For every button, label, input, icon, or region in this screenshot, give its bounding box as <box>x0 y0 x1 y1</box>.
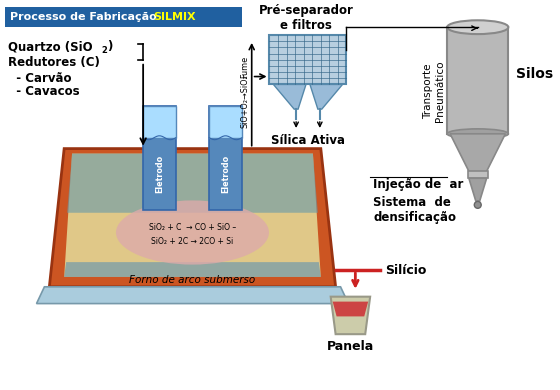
Text: 2: 2 <box>102 46 108 55</box>
Text: SiO+O₂→SiO₂: SiO+O₂→SiO₂ <box>240 74 249 128</box>
Polygon shape <box>310 85 343 109</box>
Bar <box>143 106 176 138</box>
Text: Panela: Panela <box>327 340 374 353</box>
Text: Quartzo (SiO: Quartzo (SiO <box>8 40 92 53</box>
Ellipse shape <box>116 200 269 264</box>
Polygon shape <box>64 262 321 277</box>
Polygon shape <box>67 154 318 213</box>
Polygon shape <box>273 85 306 109</box>
Bar <box>209 106 242 210</box>
Bar <box>447 27 508 134</box>
Text: Eletrodo: Eletrodo <box>155 154 164 193</box>
Polygon shape <box>469 178 487 201</box>
Text: Forno de arco submerso: Forno de arco submerso <box>129 275 255 285</box>
Text: Processo de Fabricação: Processo de Fabricação <box>10 12 161 22</box>
Text: Silício: Silício <box>385 264 426 277</box>
Text: Transporte
Pneumático: Transporte Pneumático <box>423 60 445 122</box>
Text: - Cavacos: - Cavacos <box>8 85 80 98</box>
Polygon shape <box>64 154 321 277</box>
Text: Sílica Ativa: Sílica Ativa <box>271 134 345 147</box>
Polygon shape <box>36 287 348 303</box>
Bar <box>468 171 488 178</box>
Bar <box>143 106 176 210</box>
Bar <box>5 7 242 27</box>
Polygon shape <box>330 297 370 334</box>
Bar <box>269 35 347 85</box>
Ellipse shape <box>447 129 508 139</box>
Text: SiO₂ + 2C → 2CO + Si: SiO₂ + 2C → 2CO + Si <box>151 237 234 246</box>
Ellipse shape <box>474 201 481 208</box>
Text: SILMIX: SILMIX <box>153 12 195 22</box>
Polygon shape <box>49 149 335 287</box>
Text: Silos: Silos <box>516 67 553 81</box>
Text: ): ) <box>108 40 113 53</box>
Ellipse shape <box>447 20 508 34</box>
Polygon shape <box>333 301 368 316</box>
Text: SiO₂ + C  → CO + SiO –: SiO₂ + C → CO + SiO – <box>149 223 236 232</box>
Text: Eletrodo: Eletrodo <box>221 154 230 193</box>
Text: Redutores (C): Redutores (C) <box>8 56 100 69</box>
Text: Fume: Fume <box>240 56 249 78</box>
Bar <box>209 106 242 138</box>
Text: Sistema  de
densificação: Sistema de densificação <box>373 196 456 224</box>
Text: Pré-separador
e filtros: Pré-separador e filtros <box>259 5 353 32</box>
Text: - Carvão: - Carvão <box>8 72 71 85</box>
Polygon shape <box>450 134 505 175</box>
Text: Injeção de  ar: Injeção de ar <box>373 178 464 191</box>
